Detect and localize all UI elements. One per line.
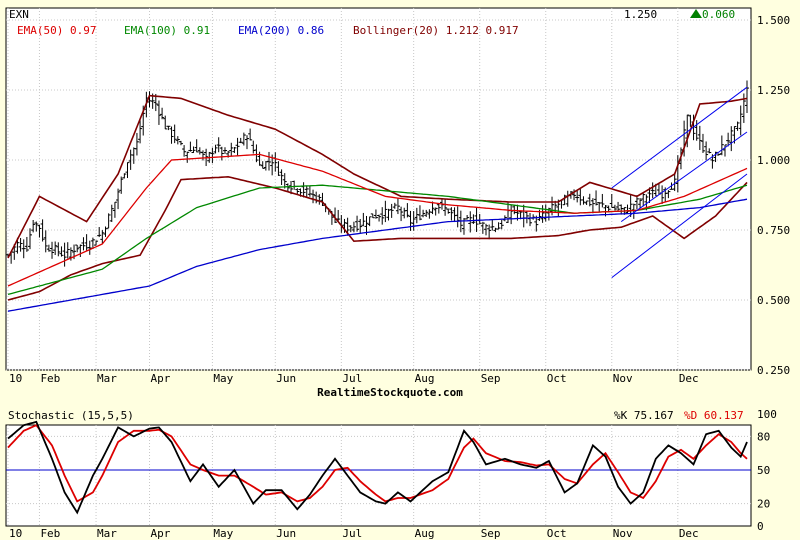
price-x-tick-label: Nov [613,372,633,385]
price-plot-area [5,7,752,371]
last-price: 1.250 [624,8,657,21]
legend-ema100-value: 0.91 [184,24,211,37]
price-panel: 1.500 1.250 1.000 0.750 0.500 0.250 10 Feb Mar A… [5,7,790,399]
price-x-tick-label: Oct [547,372,567,385]
trend-line [620,131,748,223]
stochastic-d-value: 60.137 [704,409,744,422]
stochastic-series [6,420,751,515]
stochastic-x-tick-label: Apr [151,527,171,540]
up-arrow-icon [690,9,702,18]
stochastic-y-tick-label: 50 [757,464,770,477]
stochastic-k-label: %K [614,409,628,422]
stochastic-x-tick-label: Mar [97,527,117,540]
ema50-line [7,153,748,287]
stochastic-x-tick-label: Sep [481,527,501,540]
price-y-tick-label: 0.500 [757,294,790,307]
stochastic-x-tick-label: Jul [342,527,362,540]
stochastic-d-readout: %D 60.137 [684,409,744,422]
ema200-line [7,198,748,312]
bollinger-upper-line [7,94,748,259]
price-change: 0.060 [702,8,735,21]
stochastic-x-tick-label: Jun [276,527,296,540]
price-x-tick-label: Jul [342,372,362,385]
stochastic-y-tick-label: 100 [757,408,777,421]
trend-line [611,173,748,278]
stochastic-x-tick-label: Aug [415,527,435,540]
stochastic-y-tick-label: 80 [757,430,770,443]
price-y-tick-label: 1.250 [757,84,790,97]
bollinger-lower-line [7,175,748,301]
watermark: RealtimeStockquote.com [317,386,463,399]
price-x-tick-label: May [213,372,233,385]
stochastic-d-label: %D [684,409,697,422]
legend-ema50-label: EMA(50) [17,24,63,37]
legend-ema200: EMA(200) 0.86 [238,24,324,37]
price-y-tick-label: 1.000 [757,154,790,167]
stochastic-d-line [7,424,748,503]
price-series [6,80,749,312]
legend-ema50: EMA(50) 0.97 [17,24,96,37]
stochastic-y-tick-label: 0 [757,520,764,533]
legend-bollinger: Bollinger(20) 1.212 0.917 [353,24,519,37]
price-x-ticks: 10 Feb Mar Apr May Jun Jul Aug Sep Oct Nov Dec [9,372,699,385]
legend-bollinger-label: Bollinger(20) [353,24,439,37]
price-y-ticks: 1.500 1.250 1.000 0.750 0.500 0.250 [757,14,790,377]
price-x-tick-label: 10 [9,372,22,385]
stochastic-k-value: 75.167 [634,409,674,422]
legend-bollinger-value: 1.212 0.917 [446,24,519,37]
legend-ema200-value: 0.86 [298,24,325,37]
price-x-tick-label: Apr [151,372,171,385]
trend-line [611,86,748,189]
stochastic-x-tick-label: Dec [679,527,699,540]
legend-ema50-value: 0.97 [70,24,97,37]
stochastic-title: Stochastic (15,5,5) [8,409,134,422]
stochastic-plot-area [5,424,752,527]
stochastic-y-ticks: 100 80 50 20 0 [757,408,777,533]
stochastic-x-tick-label: Feb [40,527,60,540]
price-x-tick-label: Feb [40,372,60,385]
price-x-tick-label: Jun [276,372,296,385]
stochastic-x-ticks: 10 Feb Mar Apr May Jun Jul Aug Sep Oct Nov Dec [9,527,699,540]
stochastic-panel: 100 80 50 20 0 10 Feb Mar Apr May Jun Jul Aug Sep Oct… [5,408,777,540]
stochastic-x-tick-label: 10 [9,527,22,540]
price-x-tick-label: Sep [481,372,501,385]
symbol-label: EXN [9,8,29,21]
stochastic-x-tick-label: Nov [613,527,633,540]
legend-ema100-label: EMA(100) [124,24,177,37]
stochastic-x-tick-label: Oct [547,527,567,540]
price-y-tick-label: 0.250 [757,364,790,377]
legend-ema200-label: EMA(200) [238,24,291,37]
stochastic-k-readout: %K 75.167 [614,409,674,422]
stochastic-x-tick-label: May [213,527,233,540]
stochastic-k-line [7,420,748,515]
legend-ema100: EMA(100) 0.91 [124,24,210,37]
price-x-tick-label: Dec [679,372,699,385]
price-x-tick-label: Mar [97,372,117,385]
stochastic-y-tick-label: 20 [757,498,770,511]
indicator-legend: EMA(50) 0.97 EMA(100) 0.91 EMA(200) 0.86… [17,24,519,37]
price-y-tick-label: 1.500 [757,14,790,27]
price-y-tick-label: 0.750 [757,224,790,237]
price-x-tick-label: Aug [415,372,435,385]
